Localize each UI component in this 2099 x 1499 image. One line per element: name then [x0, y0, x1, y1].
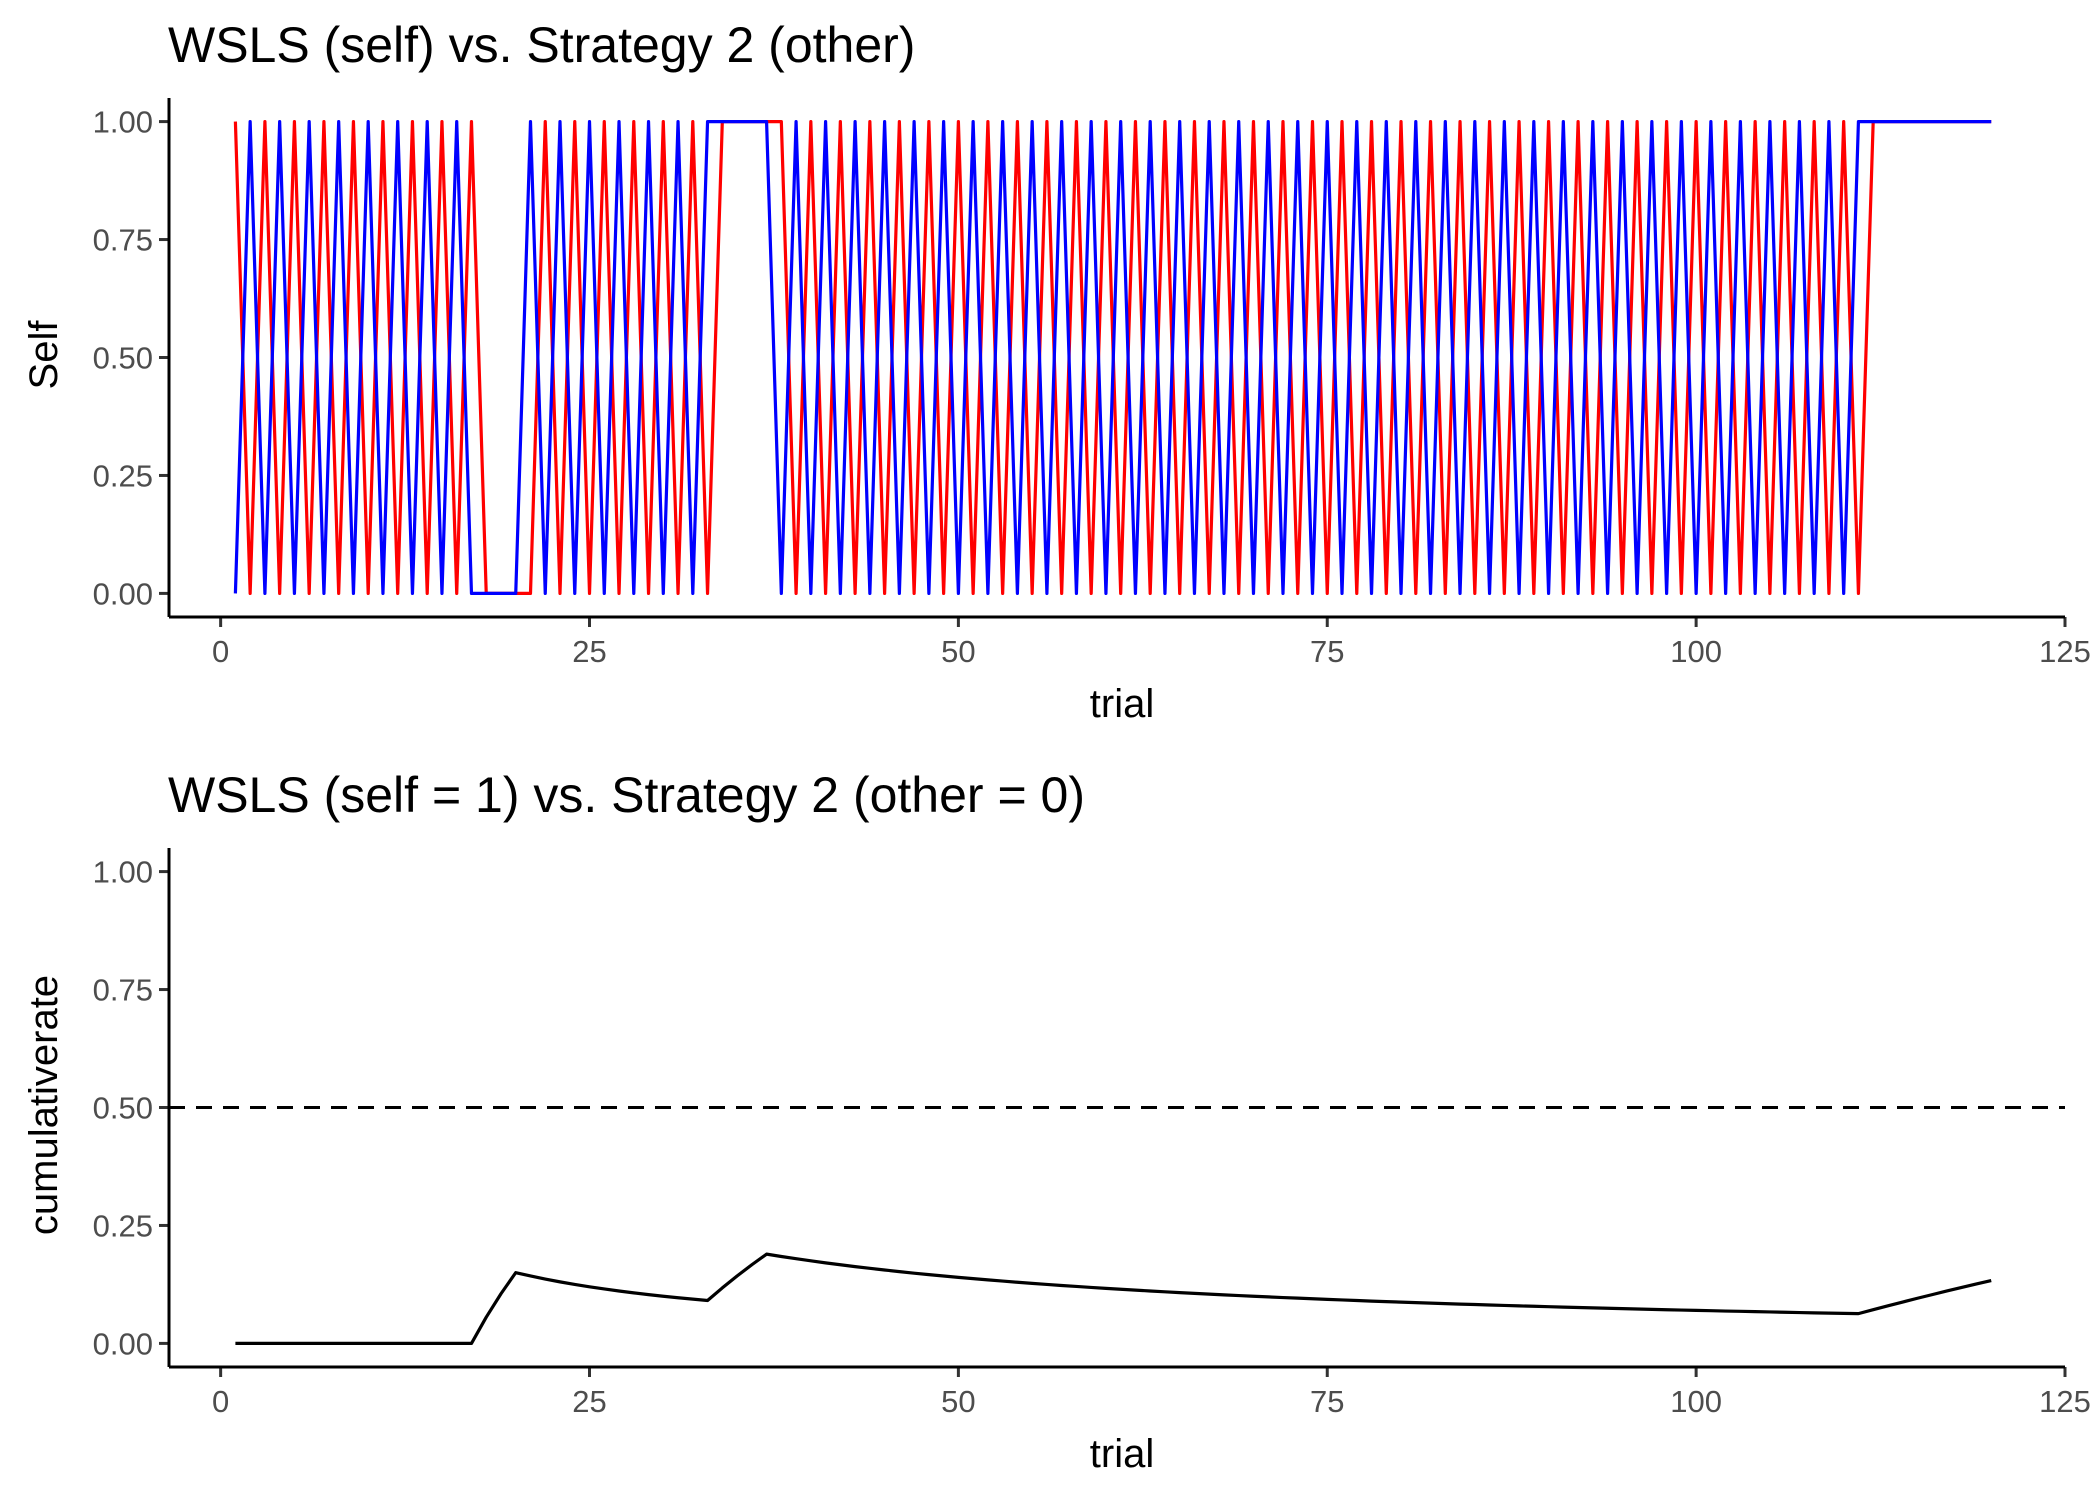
bottom-y-axis-title: cumulativerate	[22, 975, 66, 1235]
top-y-tick-label: 1.00	[93, 105, 153, 140]
top-x-tick-label: 50	[941, 634, 975, 669]
bottom-x-axis-title: trial	[1090, 1432, 1154, 1476]
top-y-axis: 0.00 0.25 0.50 0.75 1.00	[93, 105, 169, 611]
bottom-x-tick-label: 50	[941, 1384, 975, 1419]
top-x-tick-label: 25	[572, 634, 606, 669]
top-x-tick-label: 100	[1670, 634, 1722, 669]
bottom-y-tick-label: 0.25	[93, 1208, 153, 1243]
bottom-x-tick-label: 0	[212, 1384, 229, 1419]
bottom-series-line-1	[235, 1252, 1992, 1346]
bottom-x-tick-label: 75	[1310, 1384, 1344, 1419]
top-chart-title: WSLS (self) vs. Strategy 2 (other)	[168, 17, 915, 73]
top-x-tick-label: 0	[212, 634, 229, 669]
bottom-y-axis: 0.00 0.25 0.50 0.75 1.00	[93, 855, 169, 1361]
bottom-x-axis: 0 25 50 75 100 125	[212, 1367, 2091, 1419]
top-series-line-2	[233, 119, 1992, 596]
bottom-y-tick-label: 0.50	[93, 1091, 153, 1126]
top-panel: WSLS (self) vs. Strategy 2 (other) trial…	[22, 17, 2091, 726]
top-y-tick-label: 0.00	[93, 576, 153, 611]
bottom-plot-area	[169, 1106, 2065, 1346]
bottom-x-tick-label: 125	[2039, 1384, 2091, 1419]
bottom-x-tick-label: 100	[1670, 1384, 1722, 1419]
bottom-chart-title: WSLS (self = 1) vs. Strategy 2 (other = …	[168, 767, 1085, 823]
top-x-axis: 0 25 50 75 100 125	[212, 617, 2091, 669]
top-x-axis-title: trial	[1090, 682, 1154, 726]
bottom-y-tick-label: 0.75	[93, 973, 153, 1008]
top-y-tick-label: 0.50	[93, 341, 153, 376]
bottom-panel: WSLS (self = 1) vs. Strategy 2 (other = …	[22, 767, 2091, 1476]
top-x-tick-label: 75	[1310, 634, 1344, 669]
top-y-tick-label: 0.25	[93, 458, 153, 493]
top-x-tick-label: 125	[2039, 634, 2091, 669]
bottom-y-tick-label: 0.00	[93, 1326, 153, 1361]
top-y-tick-label: 0.75	[93, 223, 153, 258]
bottom-x-tick-label: 25	[572, 1384, 606, 1419]
top-plot-area	[233, 119, 1992, 596]
top-y-axis-title: Self	[22, 320, 66, 390]
bottom-y-tick-label: 1.00	[93, 855, 153, 890]
